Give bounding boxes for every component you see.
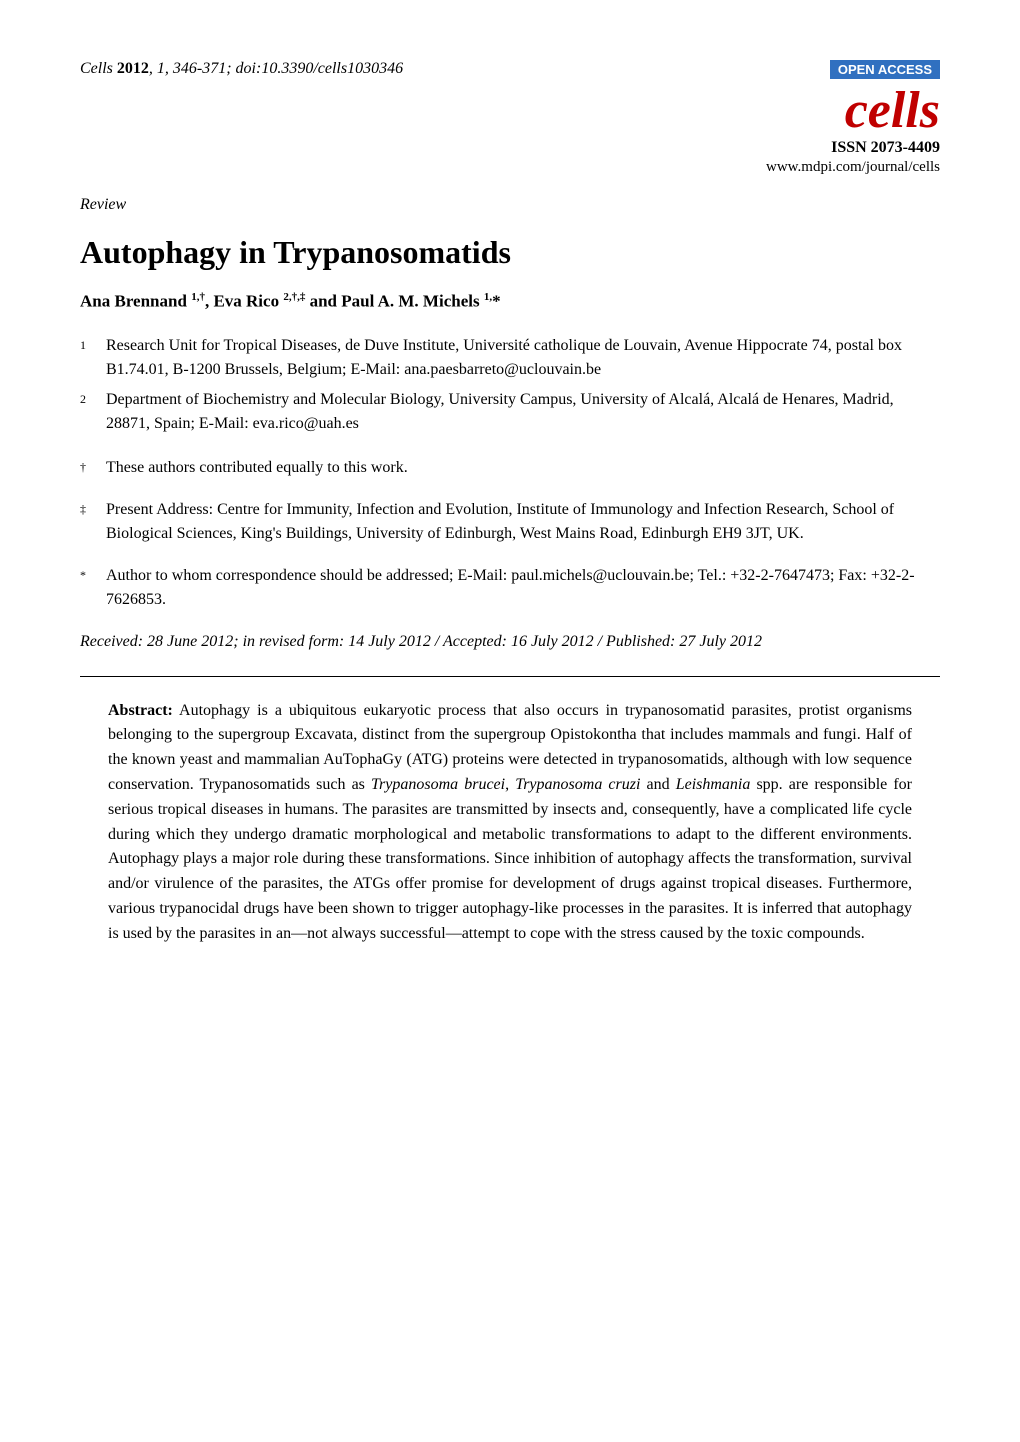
note-text: Present Address: Centre for Immunity, In…: [106, 498, 940, 546]
affiliation-item: 1 Research Unit for Tropical Diseases, d…: [80, 334, 940, 382]
article-type: Review: [80, 196, 940, 214]
correspondence-note: * Author to whom correspondence should b…: [80, 564, 940, 612]
note-item: ‡ Present Address: Centre for Immunity, …: [80, 498, 940, 546]
author-list: Ana Brennand 1,†, Eva Rico 2,†,‡ and Pau…: [80, 291, 940, 312]
present-address-note: ‡ Present Address: Centre for Immunity, …: [80, 498, 940, 546]
journal-reference: Cells 2012, 1, 346-371; doi:10.3390/cell…: [80, 60, 403, 78]
journal-logo: cells: [766, 85, 940, 137]
affiliation-text: Research Unit for Tropical Diseases, de …: [106, 334, 940, 382]
abstract-block: Abstract: Autophagy is a ubiquitous euka…: [80, 699, 940, 947]
publication-year: 2012: [117, 60, 149, 77]
note-marker: †: [80, 456, 106, 480]
journal-url: www.mdpi.com/journal/cells: [766, 159, 940, 176]
affiliation-item: 2 Department of Biochemistry and Molecul…: [80, 388, 940, 436]
doi: doi:10.3390/cells1030346: [236, 60, 404, 77]
note-text: These authors contributed equally to thi…: [106, 456, 940, 480]
volume-issue: 1: [157, 60, 165, 77]
affiliation-marker: 1: [80, 334, 106, 382]
issn: ISSN 2073-4409: [766, 139, 940, 157]
page-header: Cells 2012, 1, 346-371; doi:10.3390/cell…: [80, 60, 940, 176]
article-title: Autophagy in Trypanosomatids: [80, 234, 940, 271]
note-item: * Author to whom correspondence should b…: [80, 564, 940, 612]
affiliation-list: 1 Research Unit for Tropical Diseases, d…: [80, 334, 940, 436]
journal-name: Cells: [80, 60, 113, 77]
header-left: Cells 2012, 1, 346-371; doi:10.3390/cell…: [80, 60, 403, 86]
abstract-text: Autophagy is a ubiquitous eukaryotic pro…: [108, 702, 912, 942]
header-right: OPEN ACCESS cells ISSN 2073-4409 www.mdp…: [766, 60, 940, 176]
note-marker: *: [80, 564, 106, 612]
section-divider: [80, 676, 940, 677]
affiliation-text: Department of Biochemistry and Molecular…: [106, 388, 940, 436]
page-range: 346-371: [173, 60, 226, 77]
affiliation-marker: 2: [80, 388, 106, 436]
open-access-badge: OPEN ACCESS: [830, 60, 940, 79]
equal-contribution-note: † These authors contributed equally to t…: [80, 456, 940, 480]
note-item: † These authors contributed equally to t…: [80, 456, 940, 480]
publication-dates: Received: 28 June 2012; in revised form:…: [80, 630, 940, 654]
note-marker: ‡: [80, 498, 106, 546]
abstract-label: Abstract:: [108, 702, 173, 719]
note-text: Author to whom correspondence should be …: [106, 564, 940, 612]
